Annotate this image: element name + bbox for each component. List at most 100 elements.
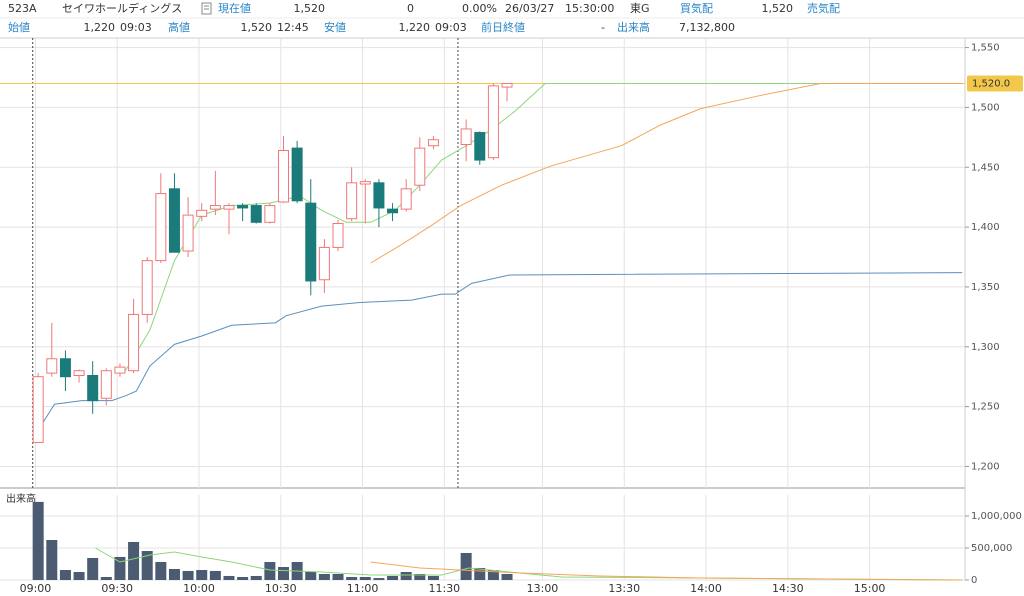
candle-body: [332, 223, 344, 248]
volume-bar: [346, 576, 358, 580]
candle-body: [223, 205, 235, 210]
y-tick-label: 1,300: [971, 342, 1000, 353]
x-tick-label: 13:00: [527, 582, 559, 595]
volume-bar: [373, 578, 385, 580]
header-field: 15:30:00: [565, 2, 614, 15]
volume-bar: [250, 575, 262, 580]
x-tick-label: 14:00: [690, 582, 722, 595]
volume-bar: [32, 501, 44, 580]
x-tick-label: 11:00: [347, 582, 379, 595]
candle-body: [114, 366, 126, 374]
header-field: 安値: [324, 20, 346, 34]
volume-bar: [278, 567, 290, 580]
candle-body: [373, 182, 385, 209]
candle-body: [168, 188, 180, 253]
volume-bar: [474, 567, 486, 580]
volume-bar: [501, 573, 513, 580]
y-tick-label: 1,350: [971, 282, 1000, 293]
candle-body: [278, 150, 290, 203]
header-field: 26/03/27: [505, 2, 554, 15]
header-field: 12:45: [277, 21, 309, 34]
x-tick-label: 13:30: [608, 582, 640, 595]
candle-body: [100, 370, 112, 399]
x-tick-label: 14:30: [772, 582, 804, 595]
volume-bar: [87, 557, 99, 580]
volume-bar: [487, 570, 499, 580]
volume-bar: [114, 556, 126, 580]
candle-body: [264, 205, 276, 223]
candle-body: [400, 188, 412, 210]
header-field: 1,520: [294, 2, 326, 15]
header-field: 高値: [168, 20, 190, 34]
volume-bar: [387, 575, 399, 580]
candle-body: [32, 376, 44, 444]
header-bar: [0, 0, 1024, 38]
header-field: 前日終値: [481, 20, 525, 34]
header-field: 1,220: [84, 21, 116, 34]
volume-bar: [59, 570, 71, 580]
x-tick-label: 15:00: [854, 582, 886, 595]
candle-body: [474, 132, 486, 161]
candle-body: [237, 205, 249, 209]
volume-bar: [100, 576, 112, 580]
y-tick-label: 1,250: [971, 402, 1000, 413]
candle-body: [387, 208, 399, 214]
candle-body: [141, 260, 153, 315]
y-tick-label: 1,200: [971, 461, 1000, 472]
header-field: 0: [407, 2, 414, 15]
candle-body: [87, 375, 99, 402]
header-field: 0.00%: [462, 2, 497, 15]
y-tick-label: 1,500: [971, 102, 1000, 113]
candle-body: [501, 82, 513, 88]
indicator-line: [40, 272, 963, 427]
x-tick-label: 09:30: [101, 582, 133, 595]
header-field: 1,220: [399, 21, 431, 34]
volume-bar: [460, 552, 472, 580]
candle-body: [305, 202, 317, 282]
y-tick-label: 1,000,000: [971, 511, 1022, 522]
header-field: 09:03: [435, 21, 467, 34]
volume-bar: [209, 570, 221, 580]
candle-body: [155, 193, 167, 262]
header-field: -: [601, 21, 605, 34]
candle-body: [250, 205, 262, 223]
x-tick-label: 09:00: [20, 582, 52, 595]
volume-bar: [359, 576, 371, 580]
header-field: 7,132,800: [679, 21, 735, 34]
volume-bar: [182, 570, 194, 580]
indicator-line: [95, 547, 963, 581]
candle-body: [359, 181, 371, 185]
x-tick-label: 10:30: [265, 582, 297, 595]
y-tick-label: 1,400: [971, 222, 1000, 233]
volume-bar: [223, 575, 235, 580]
doc-icon: [201, 2, 212, 15]
volume-bar: [73, 571, 85, 580]
candle-body: [427, 139, 439, 147]
candle-body: [318, 246, 330, 281]
header-field: セイワホールディングス: [62, 1, 182, 15]
candle-body: [346, 182, 358, 220]
candle-body: [196, 209, 208, 217]
volume-bar: [237, 576, 249, 580]
y-tick-label: 1,550: [971, 43, 1000, 54]
y-tick-label: 1,450: [971, 162, 1000, 173]
current-price-label: 1,520.0: [972, 78, 1010, 89]
header-field: 東G: [630, 2, 650, 15]
volume-bar: [46, 539, 58, 580]
candle-body: [460, 128, 472, 146]
volume-bar: [128, 541, 140, 580]
header-field: 出来高: [617, 20, 650, 34]
header-field: 09:03: [120, 21, 152, 34]
volume-bar: [305, 571, 317, 580]
candle-body: [291, 147, 303, 202]
volume-bar: [318, 573, 330, 580]
x-tick-label: 11:30: [428, 582, 460, 595]
volume-bar: [155, 562, 167, 580]
candle-body: [209, 205, 221, 210]
indicator-line: [370, 561, 963, 581]
header-field: 買気配: [680, 1, 713, 15]
panel-title: 出来高: [6, 492, 36, 505]
price-panel: 1,200 1,250 1,300 1,350 1,400 1,450 1,500 1,550…: [0, 38, 1023, 488]
volume-bar: [141, 551, 153, 580]
